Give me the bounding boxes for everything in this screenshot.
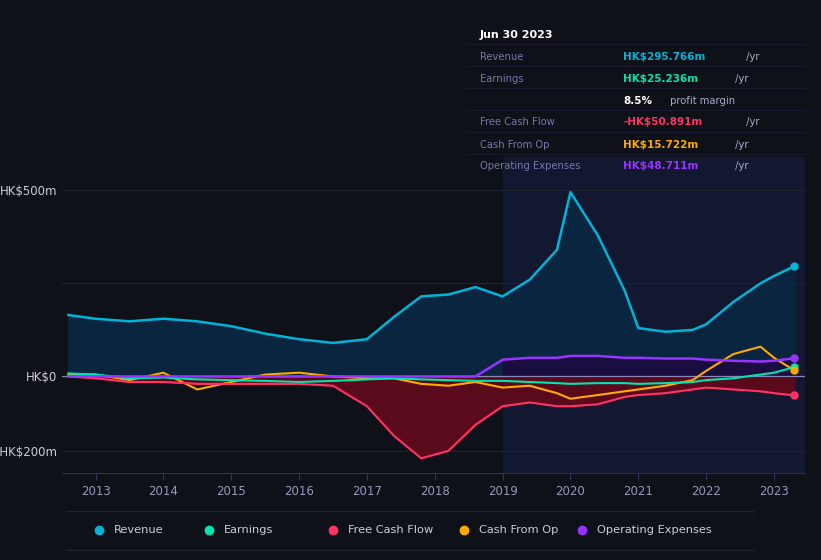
Text: HK$48.711m: HK$48.711m	[623, 161, 699, 171]
Text: Operating Expenses: Operating Expenses	[597, 525, 712, 535]
Text: Revenue: Revenue	[114, 525, 163, 535]
Text: /yr: /yr	[732, 73, 749, 83]
Text: Jun 30 2023: Jun 30 2023	[480, 30, 553, 40]
Text: HK$15.722m: HK$15.722m	[623, 139, 699, 150]
Text: /yr: /yr	[743, 52, 759, 62]
FancyBboxPatch shape	[59, 512, 755, 550]
Text: HK$25.236m: HK$25.236m	[623, 73, 698, 83]
Text: /yr: /yr	[743, 118, 759, 128]
Text: HK$295.766m: HK$295.766m	[623, 52, 705, 62]
Text: -HK$50.891m: -HK$50.891m	[623, 118, 702, 128]
Text: /yr: /yr	[732, 161, 749, 171]
Text: Revenue: Revenue	[480, 52, 523, 62]
Text: Cash From Op: Cash From Op	[480, 139, 549, 150]
Text: Operating Expenses: Operating Expenses	[480, 161, 580, 171]
Text: Free Cash Flow: Free Cash Flow	[348, 525, 433, 535]
Bar	[502, 157, 808, 473]
Text: Cash From Op: Cash From Op	[479, 525, 559, 535]
Text: profit margin: profit margin	[667, 96, 735, 105]
Text: 8.5%: 8.5%	[623, 96, 652, 105]
Text: Earnings: Earnings	[480, 73, 524, 83]
Text: /yr: /yr	[732, 139, 749, 150]
Text: Free Cash Flow: Free Cash Flow	[480, 118, 555, 128]
Text: Earnings: Earnings	[224, 525, 273, 535]
